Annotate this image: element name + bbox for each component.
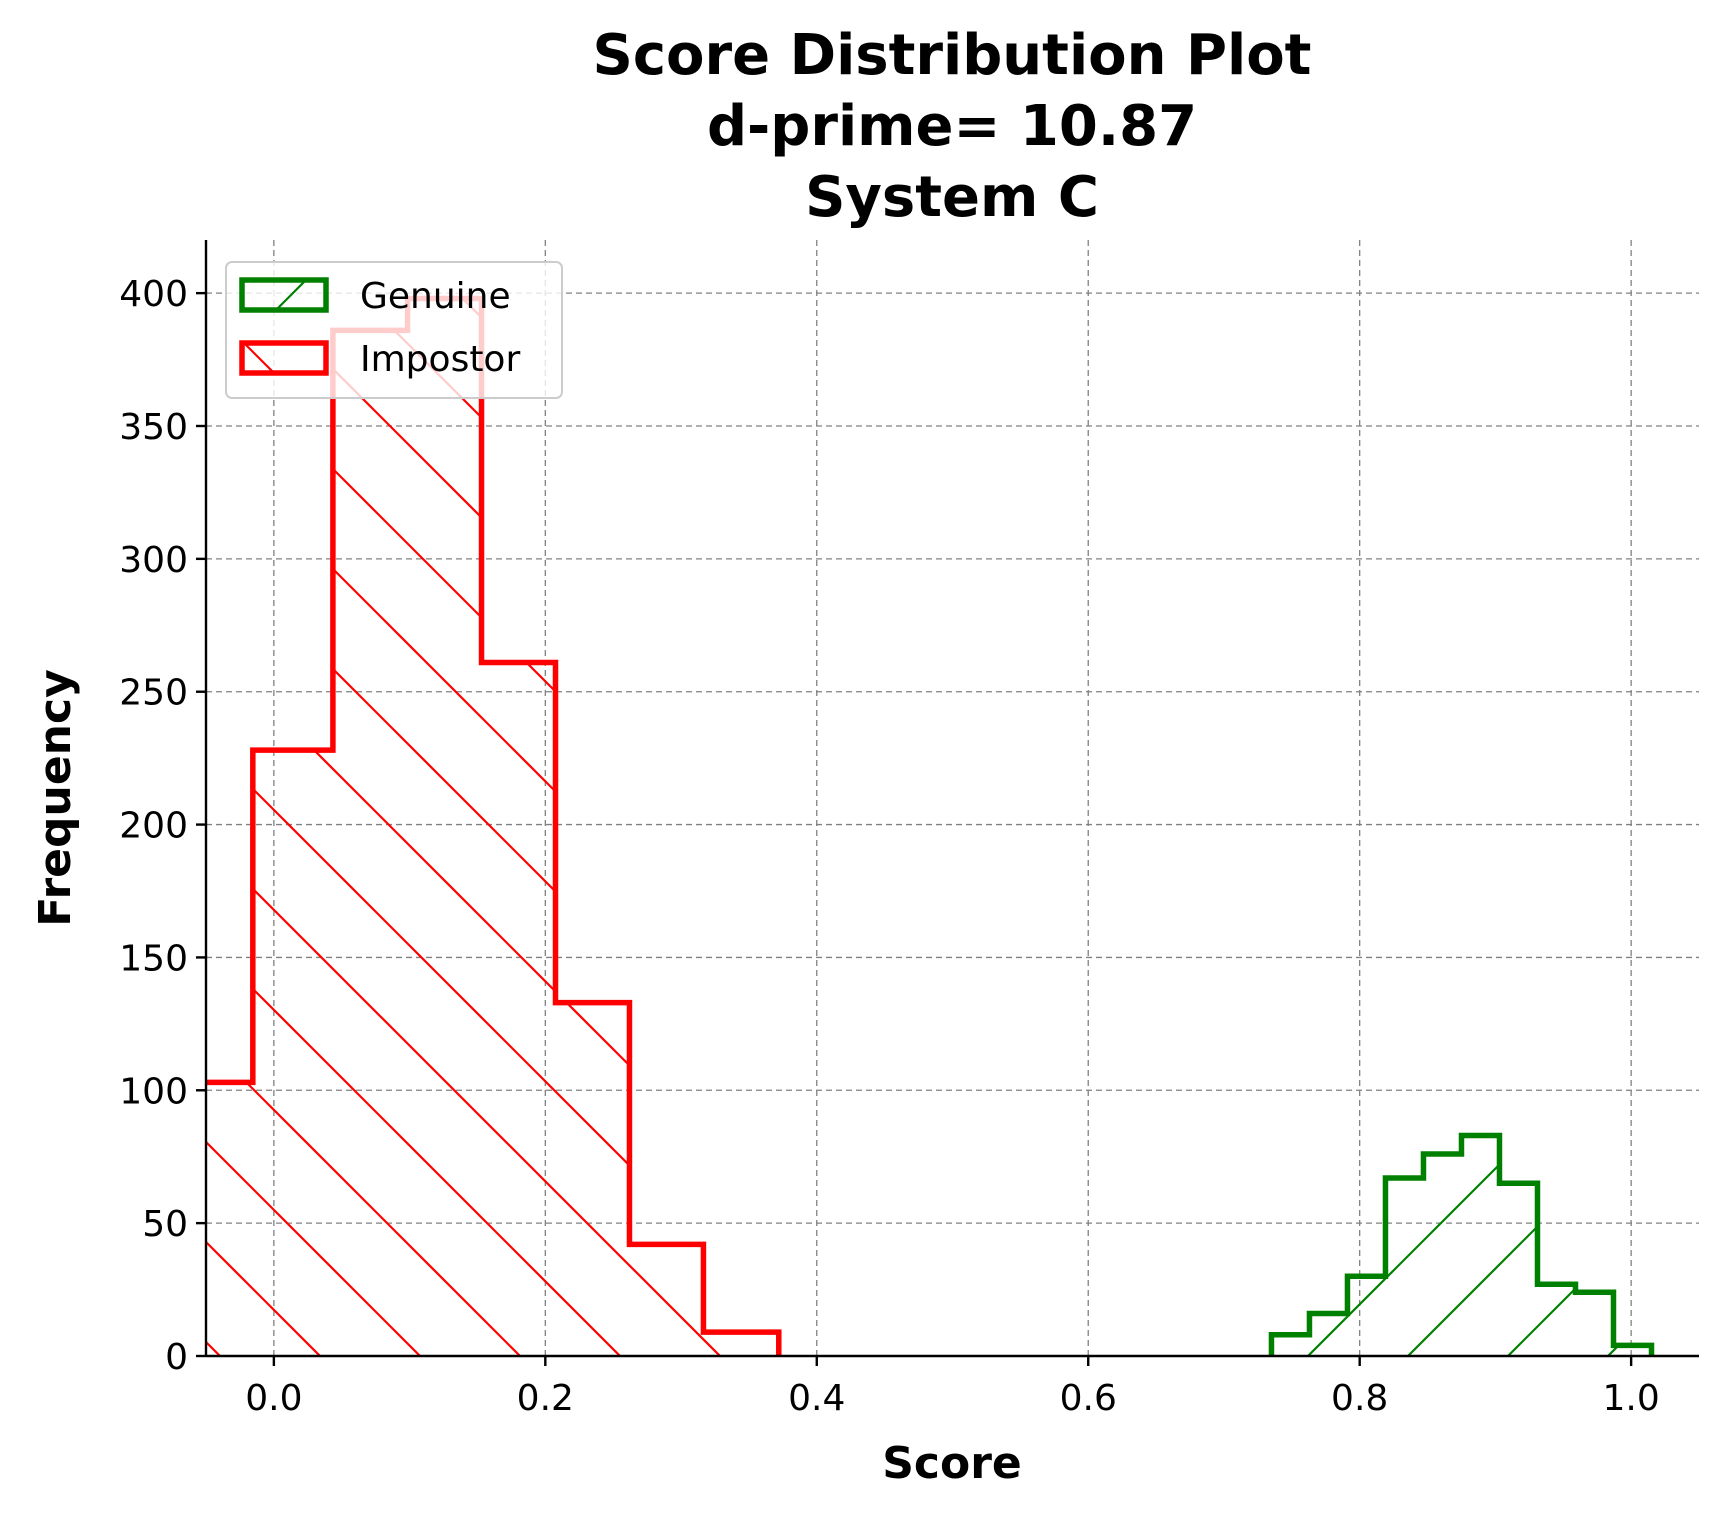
x-tick-label: 0.6 [1060, 1378, 1117, 1419]
impostor-bin-bar [408, 298, 482, 1356]
impostor-legend-swatch [239, 340, 329, 376]
genuine-hatch-line [0, 0, 764, 1515]
impostor-hatch-line [206, 298, 480, 1356]
genuine-hatch-line [1271, 1135, 1465, 1356]
genuine-bin-bar [1347, 1276, 1385, 1356]
genuine-bin-bar [1423, 1154, 1461, 1356]
impostor-hatch-line [1264, 0, 1721, 1515]
legend-frame [225, 261, 563, 399]
genuine-legend-swatch [239, 277, 329, 313]
impostor-hatch-line [1064, 0, 1721, 1515]
y-axis-ticks: 0 50 100 150 200 250 300 350 400 [119, 274, 206, 1378]
x-tick-label: 0.4 [788, 1378, 845, 1419]
impostor-hatch-line [206, 298, 779, 1356]
impostor-hatch-line [206, 298, 779, 1356]
genuine-hatch-line [1348, 1135, 1652, 1356]
x-axis-label: Score [882, 1438, 1022, 1489]
impostor-hatch-line [0, 0, 179, 1515]
impostor-bin-bar [629, 1244, 703, 1356]
genuine-hatch-line [1271, 1135, 1652, 1356]
genuine-bin-bar [1499, 1183, 1537, 1356]
genuine-bin-bar [1271, 1335, 1309, 1356]
impostor-bin-bar [333, 330, 408, 1356]
genuine-hatch-line [1271, 1135, 1652, 1356]
impostor-hatch-line [206, 298, 779, 1356]
genuine-hatch-line [1448, 1135, 1652, 1356]
impostor-hatch-line [206, 298, 779, 1356]
genuine-legend-hatch [275, 280, 307, 310]
impostor-hatch-line [1364, 0, 1721, 1515]
genuine-hatch-line [0, 0, 164, 1515]
impostor-legend-label: Impostor [360, 339, 520, 380]
impostor-hatch-line [206, 298, 680, 1356]
impostor-hatch-line [1464, 0, 1721, 1515]
y-axis-label: Frequency [30, 669, 81, 927]
x-tick-label: 1.0 [1603, 1378, 1660, 1419]
genuine-hatch-line [1271, 1135, 1365, 1356]
x-axis-ticks: 0.0 0.2 0.4 0.6 0.8 1.0 [245, 1356, 1660, 1419]
impostor-legend-hatch [243, 343, 275, 373]
y-tick-label: 250 [119, 673, 188, 714]
genuine-hatch-line [0, 0, 864, 1515]
x-tick-label: 0.0 [245, 1378, 302, 1419]
y-tick-label: 200 [119, 806, 188, 847]
genuine-bin-bar [1575, 1292, 1613, 1356]
impostor-hatch-line [563, 298, 779, 1356]
genuine-hatch-line [0, 0, 564, 1515]
genuine-hatch-line [1271, 1135, 1652, 1356]
chart-title-line-1: Score Distribution Plot [593, 23, 1312, 88]
genuine-hatch-line [1648, 1135, 1652, 1356]
impostor-hatch-line [1664, 0, 1721, 1515]
impostor-hatch-line [1564, 0, 1721, 1515]
y-tick-label: 400 [119, 274, 188, 315]
x-tick-label: 0.2 [517, 1378, 574, 1419]
y-tick-label: 50 [142, 1204, 188, 1245]
genuine-bin-bar [1461, 1135, 1499, 1356]
genuine-hatch-line [1271, 1135, 1652, 1356]
y-tick-label: 300 [119, 540, 188, 581]
x-tick-label: 0.8 [1331, 1378, 1388, 1419]
impostor-bin-bar [482, 662, 556, 1356]
genuine-histogram-outline [1268, 1132, 1655, 1356]
histogram-outlines [179, 295, 1655, 1356]
impostor-bin-bar [703, 1332, 778, 1356]
y-tick-label: 100 [119, 1071, 188, 1112]
impostor-histogram-outline [206, 295, 782, 1356]
y-tick-label: 150 [119, 938, 188, 979]
impostor-bin-bar [179, 1082, 253, 1356]
chart-title-line-3: System C [805, 165, 1099, 230]
genuine-bin-bar [1385, 1178, 1423, 1356]
impostor-hatch-line [206, 298, 779, 1356]
impostor-hatch-line [206, 298, 779, 1356]
legend: Genuine Impostor [225, 261, 563, 399]
genuine-hatch-line [0, 0, 664, 1515]
impostor-hatch-line [206, 298, 580, 1356]
impostor-bin-bar [253, 750, 333, 1356]
chart-title-line-2: d-prime= 10.87 [707, 94, 1197, 159]
y-tick-label: 350 [119, 407, 188, 448]
y-tick-label: 0 [165, 1337, 188, 1378]
chart-title: Score Distribution Plot d-prime= 10.87 S… [593, 23, 1312, 230]
genuine-legend-label: Genuine [360, 276, 511, 317]
impostor-hatch-line [1164, 0, 1721, 1515]
